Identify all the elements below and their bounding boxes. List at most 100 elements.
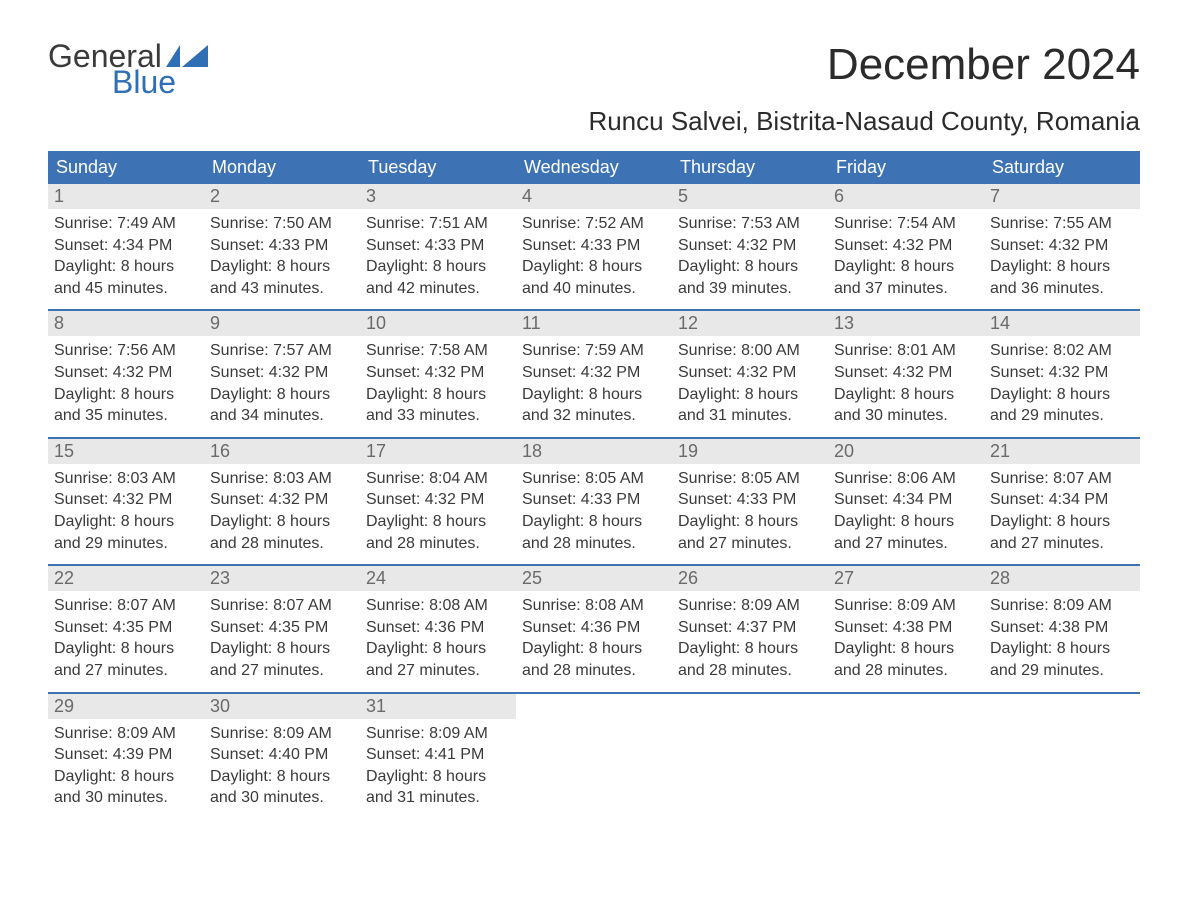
daylight-line-2: and 40 minutes. [522, 278, 666, 300]
day-cell: 27Sunrise: 8:09 AMSunset: 4:38 PMDayligh… [828, 566, 984, 691]
day-cell: 23Sunrise: 8:07 AMSunset: 4:35 PMDayligh… [204, 566, 360, 691]
daylight-line-2: and 27 minutes. [366, 660, 510, 682]
sunrise-line: Sunrise: 8:05 AM [522, 468, 666, 490]
day-number: 11 [516, 311, 672, 336]
sunset-line: Sunset: 4:32 PM [522, 362, 666, 384]
day-number: 26 [672, 566, 828, 591]
daylight-line-1: Daylight: 8 hours [210, 766, 354, 788]
sunset-line: Sunset: 4:35 PM [54, 617, 198, 639]
sunset-line: Sunset: 4:32 PM [210, 489, 354, 511]
day-cell: 22Sunrise: 8:07 AMSunset: 4:35 PMDayligh… [48, 566, 204, 691]
day-cell: 2Sunrise: 7:50 AMSunset: 4:33 PMDaylight… [204, 184, 360, 309]
daylight-line-2: and 33 minutes. [366, 405, 510, 427]
logo-text-blue: Blue [112, 66, 208, 98]
day-number: 8 [48, 311, 204, 336]
sunset-line: Sunset: 4:39 PM [54, 744, 198, 766]
daylight-line-1: Daylight: 8 hours [990, 638, 1134, 660]
sunset-line: Sunset: 4:33 PM [366, 235, 510, 257]
daylight-line-2: and 45 minutes. [54, 278, 198, 300]
sunrise-line: Sunrise: 7:57 AM [210, 340, 354, 362]
day-number: 7 [984, 184, 1140, 209]
day-body: Sunrise: 8:08 AMSunset: 4:36 PMDaylight:… [516, 591, 672, 691]
sunset-line: Sunset: 4:32 PM [54, 362, 198, 384]
sunset-line: Sunset: 4:38 PM [834, 617, 978, 639]
day-cell: 21Sunrise: 8:07 AMSunset: 4:34 PMDayligh… [984, 439, 1140, 564]
sunset-line: Sunset: 4:32 PM [54, 489, 198, 511]
calendar: Sunday Monday Tuesday Wednesday Thursday… [48, 151, 1140, 819]
day-body: Sunrise: 7:57 AMSunset: 4:32 PMDaylight:… [204, 336, 360, 436]
sunrise-line: Sunrise: 8:05 AM [678, 468, 822, 490]
week-row: 29Sunrise: 8:09 AMSunset: 4:39 PMDayligh… [48, 692, 1140, 819]
daylight-line-2: and 31 minutes. [678, 405, 822, 427]
sunset-line: Sunset: 4:32 PM [834, 235, 978, 257]
day-header-wednesday: Wednesday [516, 151, 672, 184]
sunset-line: Sunset: 4:32 PM [366, 362, 510, 384]
daylight-line-1: Daylight: 8 hours [522, 638, 666, 660]
day-cell: 1Sunrise: 7:49 AMSunset: 4:34 PMDaylight… [48, 184, 204, 309]
sunset-line: Sunset: 4:34 PM [834, 489, 978, 511]
day-cell: 18Sunrise: 8:05 AMSunset: 4:33 PMDayligh… [516, 439, 672, 564]
day-body: Sunrise: 7:51 AMSunset: 4:33 PMDaylight:… [360, 209, 516, 309]
daylight-line-2: and 28 minutes. [678, 660, 822, 682]
day-number: 25 [516, 566, 672, 591]
daylight-line-2: and 34 minutes. [210, 405, 354, 427]
daylight-line-1: Daylight: 8 hours [834, 638, 978, 660]
day-body: Sunrise: 8:06 AMSunset: 4:34 PMDaylight:… [828, 464, 984, 564]
day-cell: 25Sunrise: 8:08 AMSunset: 4:36 PMDayligh… [516, 566, 672, 691]
sunset-line: Sunset: 4:36 PM [366, 617, 510, 639]
day-number: 21 [984, 439, 1140, 464]
day-cell: 14Sunrise: 8:02 AMSunset: 4:32 PMDayligh… [984, 311, 1140, 436]
day-cell: 10Sunrise: 7:58 AMSunset: 4:32 PMDayligh… [360, 311, 516, 436]
day-number: 28 [984, 566, 1140, 591]
day-body: Sunrise: 8:09 AMSunset: 4:38 PMDaylight:… [828, 591, 984, 691]
day-body: Sunrise: 7:54 AMSunset: 4:32 PMDaylight:… [828, 209, 984, 309]
sunrise-line: Sunrise: 8:02 AM [990, 340, 1134, 362]
sunrise-line: Sunrise: 7:49 AM [54, 213, 198, 235]
sunset-line: Sunset: 4:32 PM [990, 235, 1134, 257]
day-cell [672, 694, 828, 819]
day-cell [828, 694, 984, 819]
sunrise-line: Sunrise: 8:09 AM [210, 723, 354, 745]
daylight-line-1: Daylight: 8 hours [210, 638, 354, 660]
day-number: 19 [672, 439, 828, 464]
day-body: Sunrise: 7:53 AMSunset: 4:32 PMDaylight:… [672, 209, 828, 309]
day-cell: 24Sunrise: 8:08 AMSunset: 4:36 PMDayligh… [360, 566, 516, 691]
day-body: Sunrise: 8:09 AMSunset: 4:39 PMDaylight:… [48, 719, 204, 819]
sunset-line: Sunset: 4:38 PM [990, 617, 1134, 639]
sunset-line: Sunset: 4:33 PM [522, 235, 666, 257]
day-body: Sunrise: 8:08 AMSunset: 4:36 PMDaylight:… [360, 591, 516, 691]
daylight-line-2: and 29 minutes. [990, 405, 1134, 427]
day-body: Sunrise: 7:59 AMSunset: 4:32 PMDaylight:… [516, 336, 672, 436]
sunrise-line: Sunrise: 8:08 AM [522, 595, 666, 617]
day-number: 20 [828, 439, 984, 464]
daylight-line-1: Daylight: 8 hours [210, 256, 354, 278]
daylight-line-1: Daylight: 8 hours [678, 384, 822, 406]
daylight-line-2: and 29 minutes. [54, 533, 198, 555]
day-body: Sunrise: 8:07 AMSunset: 4:34 PMDaylight:… [984, 464, 1140, 564]
daylight-line-2: and 37 minutes. [834, 278, 978, 300]
page-title: December 2024 [827, 40, 1140, 90]
day-number: 3 [360, 184, 516, 209]
sunrise-line: Sunrise: 8:06 AM [834, 468, 978, 490]
day-header-sunday: Sunday [48, 151, 204, 184]
daylight-line-1: Daylight: 8 hours [522, 256, 666, 278]
day-cell: 11Sunrise: 7:59 AMSunset: 4:32 PMDayligh… [516, 311, 672, 436]
header: General Blue December 2024 [48, 40, 1140, 98]
daylight-line-2: and 28 minutes. [834, 660, 978, 682]
day-number: 9 [204, 311, 360, 336]
day-cell: 7Sunrise: 7:55 AMSunset: 4:32 PMDaylight… [984, 184, 1140, 309]
day-cell: 4Sunrise: 7:52 AMSunset: 4:33 PMDaylight… [516, 184, 672, 309]
sunset-line: Sunset: 4:33 PM [210, 235, 354, 257]
day-body: Sunrise: 8:05 AMSunset: 4:33 PMDaylight:… [672, 464, 828, 564]
day-body: Sunrise: 7:52 AMSunset: 4:33 PMDaylight:… [516, 209, 672, 309]
day-number: 31 [360, 694, 516, 719]
day-cell: 28Sunrise: 8:09 AMSunset: 4:38 PMDayligh… [984, 566, 1140, 691]
day-header-row: Sunday Monday Tuesday Wednesday Thursday… [48, 151, 1140, 184]
sunrise-line: Sunrise: 8:09 AM [366, 723, 510, 745]
day-number: 29 [48, 694, 204, 719]
daylight-line-2: and 28 minutes. [522, 533, 666, 555]
daylight-line-1: Daylight: 8 hours [54, 384, 198, 406]
daylight-line-1: Daylight: 8 hours [834, 256, 978, 278]
daylight-line-2: and 27 minutes. [834, 533, 978, 555]
sunrise-line: Sunrise: 8:07 AM [210, 595, 354, 617]
